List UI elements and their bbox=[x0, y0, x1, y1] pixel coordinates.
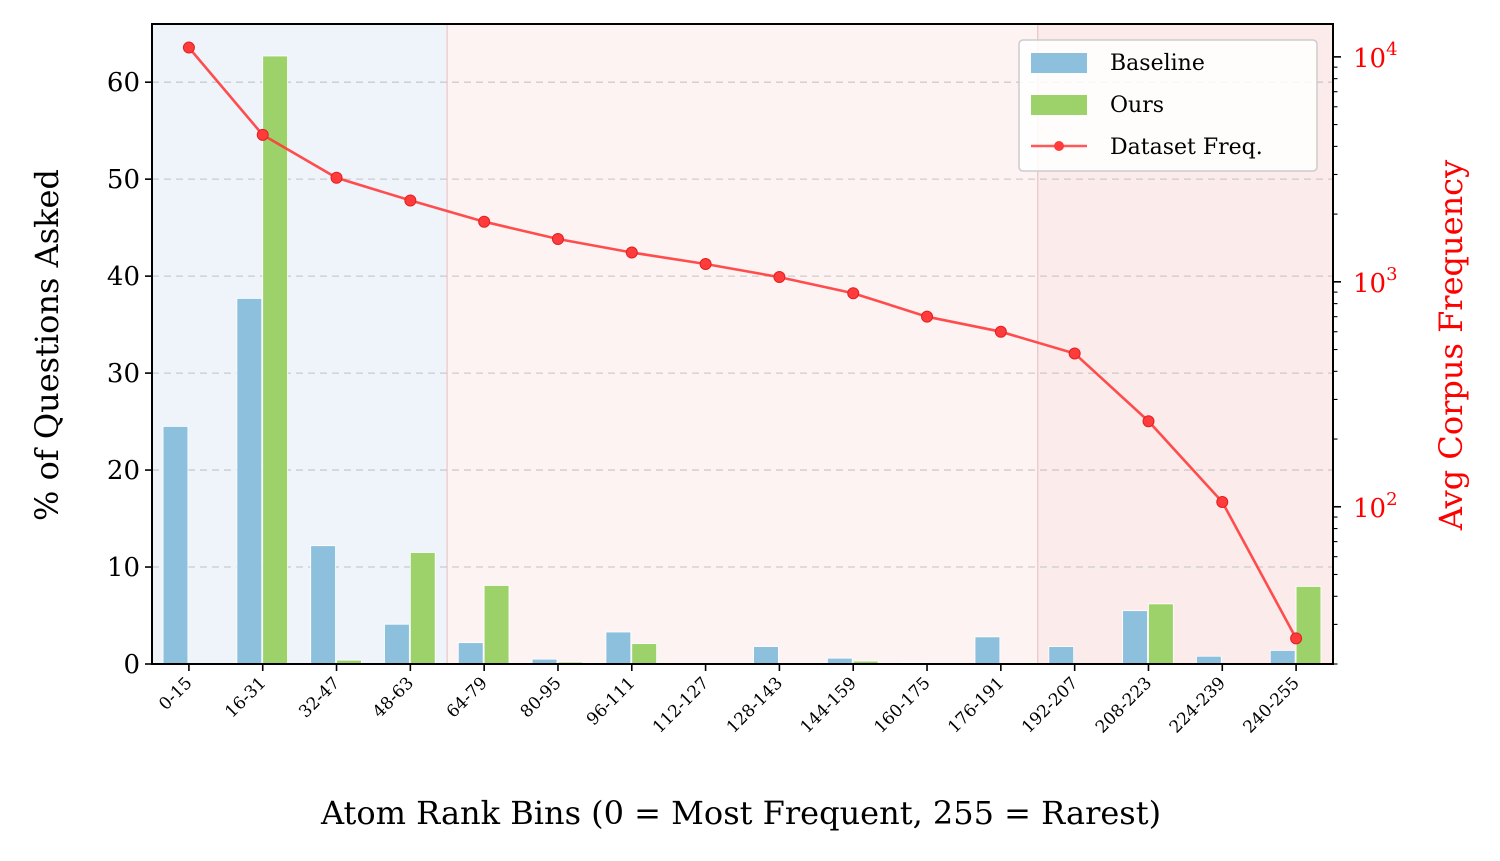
bar-baseline-192-207 bbox=[1048, 646, 1075, 665]
x-tick-label-0-15: 0-15 bbox=[155, 673, 196, 714]
dataset-freq-point-64-79 bbox=[478, 215, 491, 228]
bar-baseline-176-191 bbox=[974, 636, 1001, 665]
dataset-freq-point-192-207 bbox=[1068, 347, 1081, 360]
bar-ours-208-223 bbox=[1148, 603, 1174, 665]
x-tick-label-80-95: 80-95 bbox=[517, 673, 566, 722]
x-tick-label-160-175: 160-175 bbox=[870, 673, 934, 737]
dataset-freq-point-96-111 bbox=[625, 246, 638, 259]
x-tick-label-128-143: 128-143 bbox=[723, 673, 787, 737]
y-tick-label: 40 bbox=[107, 262, 140, 292]
bar-baseline-32-47 bbox=[310, 545, 336, 665]
dataset-freq-point-112-127 bbox=[699, 258, 712, 271]
dataset-freq-point-176-191 bbox=[994, 325, 1007, 338]
x-axis: 0-15 16-31 32-47 48-63 64-79 80-95 96-111 112-1… bbox=[155, 664, 1304, 737]
y2-tick-label: 104 bbox=[1353, 39, 1398, 74]
dataset-freq-point-128-143 bbox=[773, 271, 786, 284]
dataset-freq-point-224-239 bbox=[1216, 496, 1229, 509]
bar-baseline-208-223 bbox=[1122, 610, 1148, 665]
bar-ours-96-111 bbox=[631, 643, 658, 665]
dataset-freq-point-160-175 bbox=[921, 310, 934, 323]
x-axis-title: Atom Rank Bins (0 = Most Frequent, 255 =… bbox=[320, 794, 1161, 832]
y-tick-label: 50 bbox=[107, 165, 140, 195]
dataset-freq-point-80-95 bbox=[551, 233, 564, 246]
x-tick-label-192-207: 192-207 bbox=[1018, 673, 1082, 737]
x-tick-label-208-223: 208-223 bbox=[1092, 673, 1156, 737]
y-tick-label: 60 bbox=[107, 68, 140, 98]
x-tick-label-240-255: 240-255 bbox=[1240, 673, 1304, 737]
dataset-freq-point-144-159 bbox=[847, 287, 860, 300]
dataset-freq-point-32-47 bbox=[330, 171, 343, 184]
bar-baseline-128-143 bbox=[753, 646, 779, 665]
bar-baseline-0-15 bbox=[162, 426, 189, 665]
x-tick-label-32-47: 32-47 bbox=[295, 673, 344, 722]
x-tick-label-96-111: 96-111 bbox=[583, 673, 639, 729]
region-0 bbox=[152, 24, 448, 664]
x-tick-label-64-79: 64-79 bbox=[443, 673, 492, 722]
bar-baseline-240-255 bbox=[1269, 650, 1296, 665]
left-axis: 0 10 20 30 40 50 60 bbox=[107, 68, 152, 680]
dataset-freq-point-0-15 bbox=[182, 41, 195, 54]
x-tick-label-144-159: 144-159 bbox=[797, 673, 861, 737]
y2-tick-label: 103 bbox=[1353, 264, 1398, 299]
bar-baseline-96-111 bbox=[605, 631, 632, 665]
bar-baseline-48-63 bbox=[384, 623, 410, 665]
legend-label-dataset-freq: Dataset Freq. bbox=[1110, 135, 1263, 160]
dataset-freq-point-208-223 bbox=[1142, 415, 1155, 428]
dataset-freq-polyline bbox=[187, 46, 1298, 640]
legend-box bbox=[1018, 39, 1318, 172]
dataset-frequency-line bbox=[182, 41, 1303, 645]
y-tick-label: 10 bbox=[107, 553, 140, 583]
right-axis: 102 103 104 bbox=[1333, 39, 1398, 665]
bar-ours-240-255 bbox=[1295, 586, 1322, 665]
legend-swatch-marker bbox=[1054, 141, 1064, 151]
x-tick-label-48-63: 48-63 bbox=[369, 673, 418, 722]
bar-baseline-64-79 bbox=[457, 642, 484, 665]
bar-baseline-16-31 bbox=[236, 298, 263, 665]
y-tick-label: 0 bbox=[123, 650, 140, 680]
legend: Baseline Ours Dataset Freq. bbox=[1018, 39, 1318, 172]
bar-ours-48-63 bbox=[409, 552, 436, 665]
legend-label-baseline: Baseline bbox=[1110, 51, 1205, 76]
legend-swatch-baseline bbox=[1031, 53, 1087, 73]
y2-axis-title: Avg Corpus Frequency bbox=[1432, 160, 1470, 531]
x-tick-label-224-239: 224-239 bbox=[1166, 673, 1230, 737]
legend-label-ours: Ours bbox=[1110, 93, 1164, 118]
dataset-freq-point-240-255 bbox=[1290, 632, 1303, 645]
grid-lines bbox=[152, 81, 1333, 568]
y2-tick-label: 102 bbox=[1353, 489, 1398, 524]
dataset-freq-point-16-31 bbox=[256, 128, 269, 141]
y-axis-title: % of Questions Asked bbox=[28, 169, 66, 521]
bars bbox=[162, 55, 1322, 665]
legend-swatch-ours bbox=[1031, 95, 1087, 115]
bar-baseline-224-239 bbox=[1196, 655, 1222, 665]
region-1 bbox=[447, 24, 1038, 664]
bar-ours-64-79 bbox=[483, 585, 510, 665]
x-tick-label-112-127: 112-127 bbox=[649, 673, 713, 737]
y-tick-label: 20 bbox=[107, 456, 140, 486]
dataset-freq-point-48-63 bbox=[404, 194, 417, 207]
x-tick-label-16-31: 16-31 bbox=[221, 673, 270, 722]
y-tick-label: 30 bbox=[107, 359, 140, 389]
x-tick-label-176-191: 176-191 bbox=[944, 673, 1008, 737]
plot-frame bbox=[151, 23, 1334, 665]
